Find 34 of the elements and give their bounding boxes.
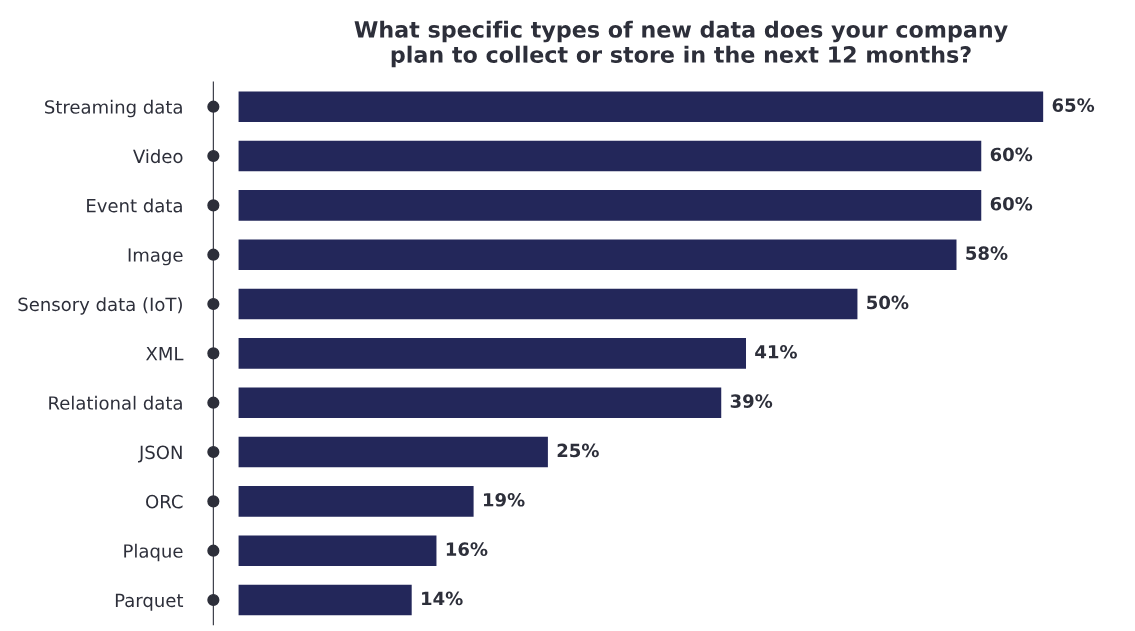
y-tick-label: Sensory data (IoT) xyxy=(18,297,182,315)
chart-title: What specific types of new data does your company plan to collect or store in the next 12 months? xyxy=(354,20,1008,68)
bar xyxy=(238,584,412,616)
y-tick-label: Relational data xyxy=(49,395,182,410)
data-label: 25% xyxy=(557,443,599,458)
y-tick-label: ORC xyxy=(146,494,183,509)
y-tick-label: XML xyxy=(146,347,184,361)
y-tick-label: Image xyxy=(128,248,183,266)
data-label: 41% xyxy=(755,344,797,359)
y-tick-label: Parquet xyxy=(115,593,184,611)
y-tick-label: Event data xyxy=(87,198,182,213)
bar xyxy=(238,140,982,172)
data-label: 65% xyxy=(1052,98,1095,112)
data-label: 14% xyxy=(422,591,463,606)
data-label: 60% xyxy=(990,196,1033,211)
bar xyxy=(238,239,957,270)
bar xyxy=(238,338,746,369)
bar xyxy=(238,91,1044,122)
data-label: 50% xyxy=(867,295,909,310)
data-label: 39% xyxy=(730,394,773,408)
data-label: 16% xyxy=(446,542,488,556)
bar xyxy=(238,387,722,418)
bar xyxy=(238,288,858,320)
data-label: 60% xyxy=(990,147,1033,162)
y-tick-label: Streaming data xyxy=(45,99,182,118)
y-tick-label: Plaque xyxy=(124,543,183,562)
bar xyxy=(238,436,548,468)
bar xyxy=(238,486,474,517)
bar xyxy=(238,190,982,221)
y-tick-label: Video xyxy=(133,149,183,164)
bar xyxy=(238,535,437,566)
y-tick-label: JSON xyxy=(138,445,182,463)
data-label: 58% xyxy=(966,246,1008,260)
data-label: 19% xyxy=(483,492,525,507)
